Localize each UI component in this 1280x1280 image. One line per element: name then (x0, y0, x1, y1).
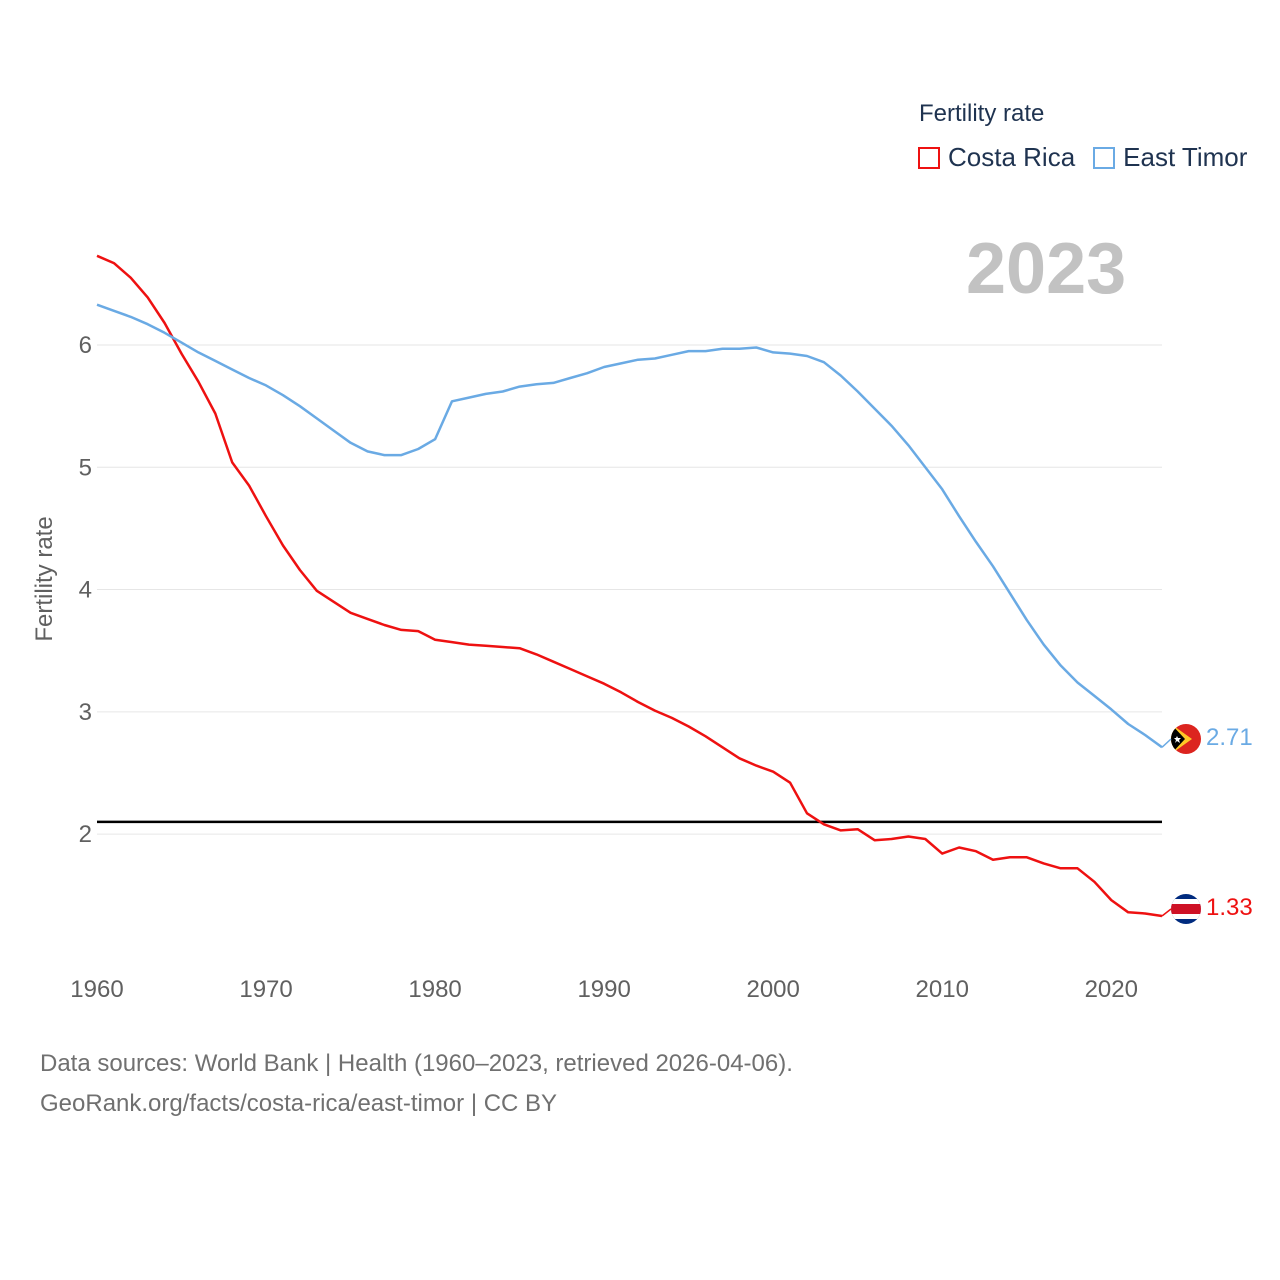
chart-gridlines (97, 344, 1162, 835)
series-lines (96, 254, 1163, 918)
legend-item-costa-rica[interactable]: Costa Rica (918, 142, 1075, 173)
series-line-costa-rica (96, 254, 1163, 918)
y-axis-ticks: 2 3 4 5 6 (79, 332, 92, 848)
current-year-label: 2023 (966, 229, 1127, 309)
y-axis-label: Fertility rate (31, 516, 58, 641)
series-line-east-timor (96, 303, 1163, 749)
x-tick-label: 1970 (239, 976, 292, 1003)
legend-title: Fertility rate (919, 100, 1045, 127)
east-timor-flag-icon (1171, 724, 1201, 754)
y-tick-label: 5 (79, 454, 92, 481)
x-axis-ticks: 1960 1970 1980 1990 2000 2010 2020 (70, 976, 1138, 1003)
east-timor-flag-connector (1161, 738, 1172, 748)
legend-label-east-timor: East Timor (1123, 142, 1248, 172)
costa-rica-flag-connector (1161, 908, 1172, 917)
x-tick-label: 2010 (916, 976, 969, 1003)
costa-rica-flag-icon (1171, 894, 1201, 924)
east-timor-end-value: 2.71 (1206, 724, 1253, 751)
attribution-line: GeoRank.org/facts/costa-rica/east-timor … (40, 1090, 558, 1117)
legend-item-east-timor[interactable]: East Timor (1093, 142, 1247, 173)
y-tick-label: 2 (79, 821, 92, 848)
legend-label-costa-rica: Costa Rica (948, 142, 1076, 172)
x-tick-label: 2020 (1085, 976, 1138, 1003)
x-tick-label: 2000 (746, 976, 799, 1003)
costa-rica-swatch (918, 146, 940, 169)
source-line: Data sources: World Bank | Health (1960–… (40, 1050, 793, 1077)
x-tick-label: 1980 (408, 976, 461, 1003)
east-timor-swatch (1093, 146, 1116, 169)
x-tick-label: 1960 (70, 976, 123, 1003)
y-tick-label: 6 (79, 332, 92, 359)
costa-rica-end-value: 1.33 (1206, 894, 1253, 921)
legend: Costa Rica East Timor (918, 142, 1265, 173)
y-tick-label: 4 (79, 577, 92, 604)
data-source-footer: Data sources: World Bank | Health (1960–… (40, 1044, 793, 1124)
y-tick-label: 3 (79, 699, 92, 726)
x-tick-label: 1990 (577, 976, 630, 1003)
